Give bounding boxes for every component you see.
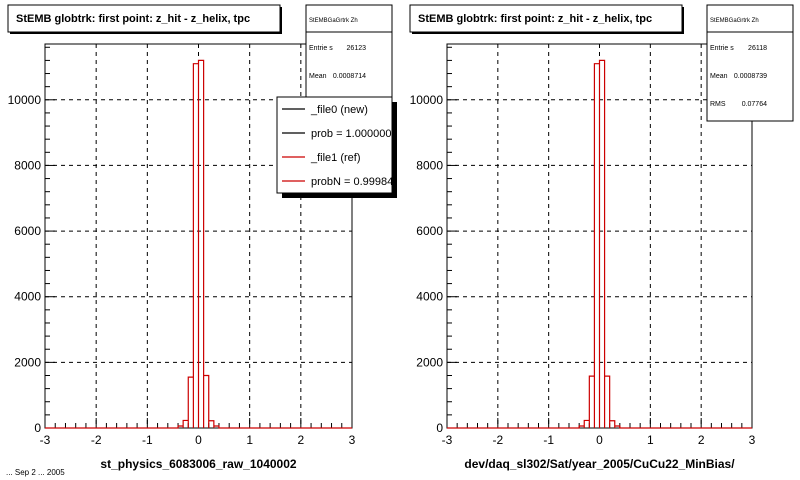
histogram-series-line	[45, 59, 352, 429]
legend-entry-label: prob = 1.000000	[311, 128, 391, 140]
x-tick-label: -3	[442, 433, 453, 447]
x-axis-label: st_physics_6083006_raw_1040002	[100, 457, 296, 471]
histogram-pad-2: -3 -2 -1 0 1 2 3 0 2000 4000 6000 8000 10000 dev/daq_…	[409, 4, 794, 471]
y-tick-label: 2000	[14, 355, 41, 369]
histogram-bin	[178, 426, 183, 428]
histogram-bin	[204, 375, 209, 428]
stats-rms-value: 0.07764	[742, 101, 767, 108]
y-tick-label: 8000	[14, 158, 41, 172]
x-tick-label: -2	[492, 433, 503, 447]
title-box	[409, 4, 683, 33]
histogram-pad-1: -3 -2 -1 0 1 2 3 0 2000 4000 6000 8000 10000 st_physi…	[7, 4, 397, 471]
y-tick-label: 0	[34, 421, 41, 435]
histogram-bin	[209, 421, 214, 428]
x-tick-label: 1	[246, 433, 253, 447]
title-box	[7, 4, 281, 33]
y-tick-label: 4000	[14, 290, 41, 304]
x-tick-label: -2	[91, 433, 102, 447]
histogram-bin	[584, 420, 589, 428]
stats-mean-value: 0.0008739	[734, 73, 767, 80]
histogram-bin	[199, 60, 204, 428]
y-tick-label: 6000	[14, 224, 41, 238]
histogram-bin	[589, 376, 594, 428]
stats-name: StEMBGaGrtrk Zh	[710, 18, 759, 24]
histogram-bin	[214, 426, 219, 428]
x-tick-label: 2	[297, 433, 304, 447]
x-tick-label: -1	[543, 433, 554, 447]
histogram-bin	[183, 420, 188, 428]
legend-entry-label: _file1 (ref)	[310, 152, 361, 164]
x-tick-label: 3	[349, 433, 356, 447]
x-tick-label: -1	[142, 433, 153, 447]
y-tick-label: 4000	[416, 290, 443, 304]
stats-box	[706, 4, 794, 122]
histogram-bin	[615, 426, 620, 428]
histogram-bin	[605, 376, 610, 428]
stats-name: StEMBGaGrtrk Zh	[309, 18, 358, 24]
histogram-bin	[594, 64, 599, 428]
y-tick-label: 10000	[8, 93, 42, 107]
y-tick-label: 8000	[416, 158, 443, 172]
legend-entry-label: probN = 0.99984	[311, 176, 393, 188]
x-tick-label: 3	[749, 433, 756, 447]
histogram-bin	[188, 377, 193, 428]
stats-mean-value: 0.0008714	[333, 73, 366, 80]
stats-entries-value: 26118	[748, 45, 767, 52]
footer-timestamp: ... Sep 2 ... 2005	[6, 468, 65, 477]
x-tick-label: 0	[195, 433, 202, 447]
x-tick-label: 1	[647, 433, 654, 447]
legend-box	[276, 96, 393, 194]
x-tick-label: 2	[698, 433, 705, 447]
stats-mean-label: Mean	[710, 73, 728, 80]
x-tick-label: -3	[40, 433, 51, 447]
histogram-bin	[579, 426, 584, 428]
stats-entries-label: Entrie s	[710, 45, 734, 52]
stats-entries-label: Entrie s	[309, 45, 333, 52]
chart-title: StEMB globtrk: first point: z_hit - z_he…	[16, 13, 250, 25]
y-tick-label: 10000	[410, 93, 444, 107]
x-axis-label: dev/daq_sl302/Sat/year_2005/CuCu22_MinBi…	[464, 457, 735, 471]
x-tick-label: 0	[596, 433, 603, 447]
y-tick-label: 2000	[416, 355, 443, 369]
stats-rms-label: RMS	[710, 101, 726, 108]
legend-entry-label: _file0 (new)	[310, 104, 368, 116]
stats-mean-label: Mean	[309, 73, 327, 80]
chart-title: StEMB globtrk: first point: z_hit - z_he…	[418, 13, 652, 25]
histogram-bin	[193, 64, 198, 428]
histogram-series-line	[447, 59, 752, 429]
y-tick-label: 0	[436, 421, 443, 435]
histogram-bin	[600, 60, 605, 428]
stats-box	[305, 4, 393, 102]
stats-entries-value: 26123	[347, 45, 367, 52]
y-tick-label: 6000	[416, 224, 443, 238]
histogram-bin	[610, 421, 615, 428]
